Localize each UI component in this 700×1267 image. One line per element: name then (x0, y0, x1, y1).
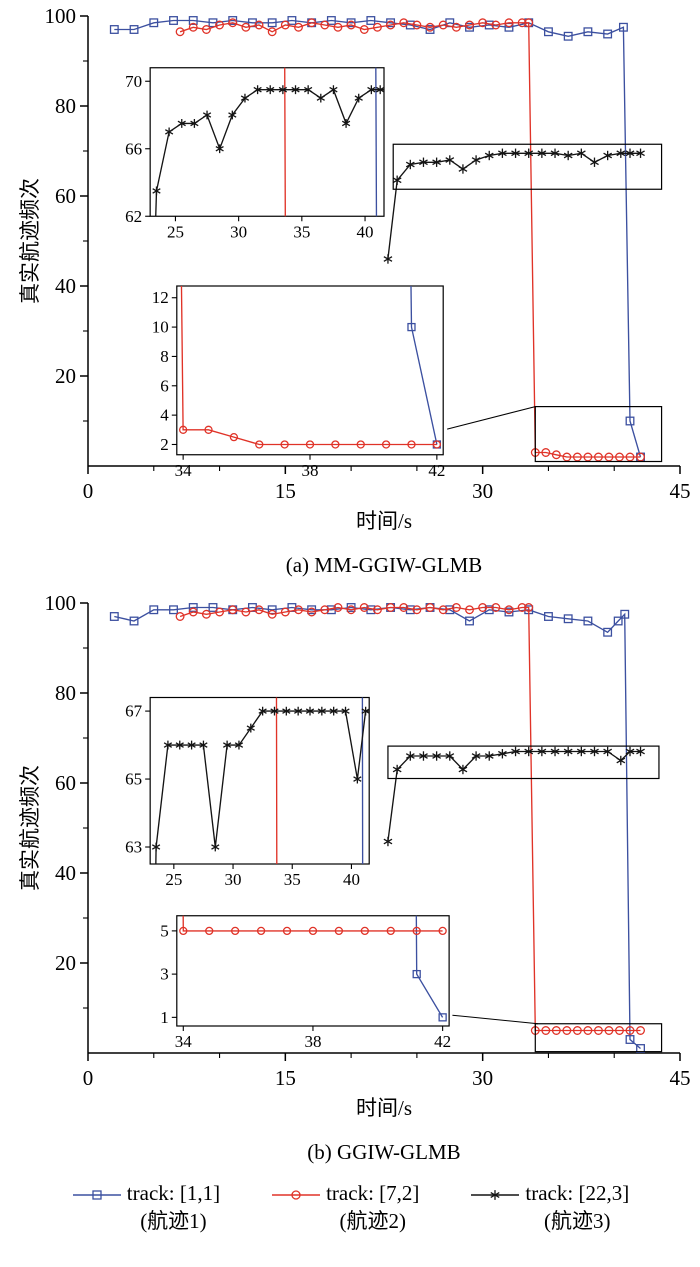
axis-labels: 0 15 30 45 20 40 60 80 100 时间/s 真实航迹频次 (18, 4, 691, 533)
svg-text:真实航迹频次: 真实航迹频次 (18, 765, 42, 891)
zoom-source-rect (387, 745, 660, 780)
zoom-source-rect (534, 406, 663, 463)
inset-series-track-22-3 (151, 706, 370, 864)
svg-text:35: 35 (293, 222, 310, 241)
svg-text:67: 67 (125, 702, 143, 721)
legend-sublabel-track-1: (航迹1) (140, 1209, 207, 1233)
svg-text:60: 60 (55, 184, 76, 208)
inset-series-track-7-2 (178, 286, 442, 449)
svg-text:80: 80 (55, 681, 76, 705)
svg-text:100: 100 (45, 591, 77, 615)
legend-sublabel-track-2: (航迹2) (339, 1209, 406, 1233)
inset-zoom-tail: 34 38 42 1 3 5 (160, 915, 451, 1051)
svg-text:25: 25 (167, 222, 184, 241)
axes (80, 15, 681, 474)
svg-text:3: 3 (160, 965, 169, 984)
svg-text:4: 4 (160, 406, 169, 425)
svg-text:40: 40 (357, 222, 374, 241)
series-layer (109, 16, 645, 462)
legend-marker-red-circle-icon (272, 1190, 321, 1200)
svg-text:6: 6 (160, 376, 169, 395)
svg-text:30: 30 (472, 479, 493, 503)
figure-b: 0 15 30 45 20 40 60 80 100 时间/s 真实航迹频次 25 30 35 40 63 65… (0, 587, 700, 1174)
inset-series-track-7-2 (179, 915, 447, 936)
svg-text:42: 42 (428, 461, 445, 480)
legend-sublabel-track-3: (航迹3) (544, 1209, 611, 1233)
svg-text:1: 1 (160, 1008, 169, 1027)
series-track-22-3 (383, 746, 645, 847)
inset-zoom-track3: 25 30 35 40 63 65 67 (125, 696, 370, 889)
legend-item-track-22-3: track: [22,3] (航迹3) (469, 1180, 629, 1236)
series-track-22-3 (383, 148, 645, 264)
figure-a: 0 15 30 45 20 40 60 80 100 时间/s 真实航迹频次 25 30 35 40 62 66… (0, 0, 700, 587)
svg-text:62: 62 (125, 207, 142, 226)
legend-item-track-1-1: track: [1,1] (航迹1) (71, 1180, 220, 1236)
zoom-source-rect (392, 143, 663, 190)
caption-a: (a) MM-GGIW-GLMB (285, 553, 483, 577)
svg-text:70: 70 (125, 72, 142, 91)
legend: track: [1,1] (航迹1) track: [7,2] (航迹2) tr… (0, 1180, 700, 1246)
svg-text:65: 65 (125, 770, 142, 789)
svg-text:34: 34 (175, 1032, 193, 1051)
zoom-connector-line (452, 1014, 538, 1025)
svg-text:42: 42 (434, 1032, 451, 1051)
svg-text:30: 30 (225, 870, 242, 889)
inset-series-track-1-1 (412, 915, 447, 1022)
series-layer (109, 603, 645, 1053)
svg-text:30: 30 (472, 1066, 493, 1090)
caption-b: (b) GGIW-GLMB (307, 1140, 461, 1164)
svg-text:35: 35 (284, 870, 301, 889)
svg-text:40: 40 (343, 870, 360, 889)
svg-text:真实航迹频次: 真实航迹频次 (18, 178, 42, 304)
legend-item-track-7-2: track: [7,2] (航迹2) (270, 1180, 419, 1236)
svg-text:20: 20 (55, 951, 76, 975)
svg-text:0: 0 (83, 479, 94, 503)
legend-marker-blue-square-icon (72, 1190, 121, 1200)
svg-text:25: 25 (165, 870, 182, 889)
svg-text:45: 45 (670, 479, 691, 503)
svg-text:12: 12 (152, 288, 169, 307)
svg-text:38: 38 (304, 1032, 321, 1051)
svg-text:20: 20 (55, 364, 76, 388)
svg-text:63: 63 (125, 838, 142, 857)
svg-text:0: 0 (83, 1066, 94, 1090)
svg-text:100: 100 (45, 4, 77, 28)
svg-text:时间/s: 时间/s (356, 1096, 412, 1120)
svg-text:5: 5 (160, 921, 169, 940)
svg-text:34: 34 (175, 461, 193, 480)
svg-text:15: 15 (275, 479, 296, 503)
svg-text:80: 80 (55, 94, 76, 118)
svg-text:2: 2 (160, 435, 169, 454)
svg-text:40: 40 (55, 861, 76, 885)
svg-text:40: 40 (55, 274, 76, 298)
legend-label-track-22-3: track: [22,3] (525, 1181, 630, 1205)
inset-series-track-22-3 (152, 85, 384, 217)
svg-text:10: 10 (152, 318, 169, 337)
svg-text:15: 15 (275, 1066, 296, 1090)
svg-text:38: 38 (302, 461, 319, 480)
svg-text:时间/s: 时间/s (356, 509, 412, 533)
series-track-7-2 (175, 18, 645, 462)
svg-text:66: 66 (125, 139, 142, 158)
svg-text:30: 30 (230, 222, 247, 241)
zoom-source-rect (534, 1023, 663, 1053)
svg-text:45: 45 (670, 1066, 691, 1090)
legend-marker-black-asterisk-icon (471, 1190, 520, 1200)
legend-label-track-1-1: track: [1,1] (126, 1181, 221, 1205)
svg-text:8: 8 (160, 347, 169, 366)
inset-zoom-track3: 25 30 35 40 62 66 70 (125, 67, 385, 241)
zoom-connector-line (447, 406, 536, 430)
axes (80, 602, 681, 1061)
svg-text:60: 60 (55, 771, 76, 795)
series-track-7-2 (175, 603, 645, 1035)
legend-label-track-7-2: track: [7,2] (326, 1181, 420, 1205)
